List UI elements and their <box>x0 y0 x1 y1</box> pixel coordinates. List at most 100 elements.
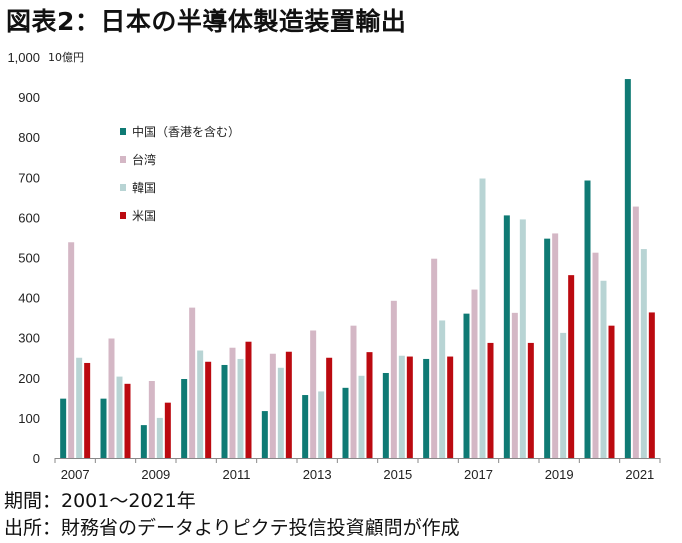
bar <box>84 362 91 458</box>
category-group <box>60 242 91 458</box>
bar <box>60 398 67 458</box>
bar <box>487 342 494 458</box>
bar <box>624 79 631 459</box>
bar <box>205 361 212 458</box>
category-group <box>544 233 575 458</box>
bar <box>164 402 171 458</box>
y-tick-label: 1,000 <box>7 50 40 65</box>
x-tick-label: 2011 <box>223 467 251 482</box>
legend-label: 台湾 <box>132 152 156 167</box>
bar <box>302 395 309 458</box>
category-group <box>423 258 454 458</box>
category-group <box>221 341 252 458</box>
bar <box>648 312 655 458</box>
category-group <box>140 381 171 458</box>
bar <box>277 367 284 458</box>
y-tick-label: 900 <box>18 90 40 105</box>
legend-label: 中国（香港を含む） <box>132 124 240 139</box>
legend-item: 米国 <box>120 209 156 223</box>
bar <box>148 381 155 458</box>
category-group <box>100 338 131 458</box>
category-group <box>463 178 494 459</box>
bar <box>181 379 188 458</box>
bar <box>447 356 454 458</box>
bar <box>350 325 357 458</box>
bar <box>318 391 325 458</box>
bar <box>366 352 373 458</box>
bar <box>237 358 244 458</box>
y-tick-label: 800 <box>18 130 40 145</box>
y-tick-label: 0 <box>33 451 40 466</box>
x-tick-label: 2009 <box>141 467 170 482</box>
bar <box>552 233 559 458</box>
x-axis: 2007 2009 2011 2013 2015 2017 2019 2021 <box>54 458 661 482</box>
legend-label: 韓国 <box>132 181 156 195</box>
legend-item: 韓国 <box>120 181 156 195</box>
bar <box>269 353 276 458</box>
bar <box>519 219 526 458</box>
bar <box>342 387 349 458</box>
bar <box>76 357 83 458</box>
bar <box>584 180 591 458</box>
legend-item: 台湾 <box>120 152 156 167</box>
legend-swatch <box>120 156 126 163</box>
bar <box>197 350 204 458</box>
legend-swatch <box>120 184 126 191</box>
x-tick-label: 2013 <box>303 467 332 482</box>
bar <box>431 258 438 458</box>
bar <box>245 341 252 458</box>
bar <box>156 417 163 458</box>
bar <box>398 355 405 458</box>
category-group <box>342 325 373 458</box>
bar <box>382 372 389 458</box>
bar <box>560 332 567 458</box>
category-group <box>181 307 212 458</box>
bar <box>463 313 470 458</box>
bar <box>406 356 413 458</box>
bar <box>124 383 131 458</box>
bar <box>358 375 365 458</box>
bar <box>261 411 268 458</box>
x-tick-label: 2007 <box>61 467 90 482</box>
bar <box>503 215 510 458</box>
bar <box>310 330 317 458</box>
legend-label: 米国 <box>132 209 156 223</box>
bar <box>221 364 228 458</box>
y-axis: 0 100 200 300 400 500 600 700 800 900 1,000 <box>7 50 40 466</box>
bars <box>60 79 655 459</box>
bar <box>326 357 333 458</box>
x-tick-label: 2017 <box>464 467 493 482</box>
bar <box>68 242 75 458</box>
bar <box>100 398 107 458</box>
x-tick-label: 2021 <box>625 467 654 482</box>
legend-item: 中国（香港を含む） <box>120 124 240 139</box>
period-note: 期間：2001～2021年 <box>4 490 196 512</box>
bar <box>592 252 599 458</box>
y-unit-label: 10億円 <box>48 51 84 64</box>
y-tick-label: 700 <box>18 170 40 185</box>
y-tick-label: 100 <box>18 411 40 426</box>
bar <box>423 358 430 458</box>
bar <box>600 280 607 458</box>
bar <box>390 300 397 458</box>
category-group <box>302 330 333 458</box>
category-group <box>503 215 534 458</box>
y-tick-label: 500 <box>18 251 40 266</box>
category-group <box>261 351 292 458</box>
category-group <box>584 180 615 458</box>
bar <box>189 307 196 458</box>
bar <box>632 206 639 458</box>
bar <box>116 376 123 458</box>
bar <box>511 312 518 458</box>
category-group <box>382 300 413 458</box>
bar <box>568 275 575 458</box>
bar <box>527 342 534 458</box>
category-group <box>624 79 655 459</box>
bar <box>640 249 647 458</box>
source-note: 出所：財務省のデータよりピクテ投信投資顧問が作成 <box>4 517 460 539</box>
bar <box>229 347 236 458</box>
y-tick-label: 400 <box>18 291 40 306</box>
x-tick-label: 2019 <box>545 467 574 482</box>
y-tick-label: 200 <box>18 371 40 386</box>
